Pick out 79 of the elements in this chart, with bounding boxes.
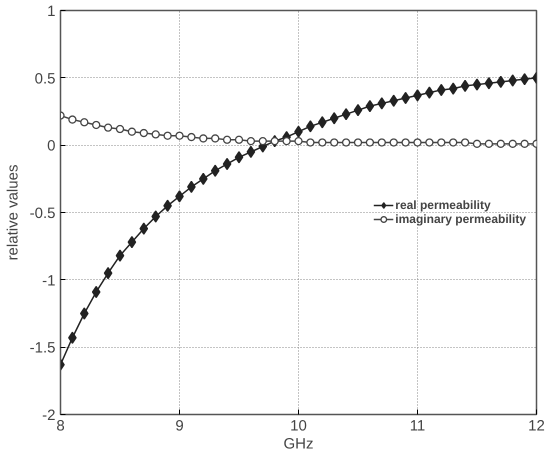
x-tick-label: 12 bbox=[528, 418, 545, 434]
point bbox=[234, 151, 244, 164]
point bbox=[520, 73, 529, 86]
x-tick-label: 8 bbox=[56, 418, 65, 434]
point bbox=[389, 94, 398, 107]
legend-label: imaginary permeability bbox=[395, 212, 526, 226]
point bbox=[496, 140, 505, 148]
point bbox=[449, 138, 458, 147]
point bbox=[436, 84, 446, 96]
point bbox=[211, 134, 220, 143]
point bbox=[128, 128, 136, 136]
point bbox=[330, 112, 339, 124]
y-axis-title: relative values bbox=[4, 164, 22, 260]
point bbox=[425, 138, 434, 147]
point bbox=[92, 286, 101, 298]
point bbox=[80, 118, 88, 126]
point bbox=[377, 97, 386, 110]
point bbox=[222, 136, 232, 144]
x-tick-label: 9 bbox=[175, 418, 184, 434]
point bbox=[199, 134, 208, 143]
point bbox=[378, 138, 386, 147]
point bbox=[68, 332, 77, 344]
x-tick-label: 10 bbox=[290, 418, 307, 434]
point bbox=[234, 136, 244, 144]
point bbox=[258, 136, 267, 146]
point bbox=[354, 138, 362, 147]
point bbox=[342, 138, 350, 147]
y-tick-label: -1.5 bbox=[30, 340, 56, 357]
point bbox=[318, 116, 327, 128]
point bbox=[175, 132, 184, 140]
point bbox=[246, 136, 256, 146]
point bbox=[163, 200, 172, 212]
point bbox=[306, 120, 315, 132]
point bbox=[508, 140, 517, 148]
point bbox=[437, 138, 446, 147]
point bbox=[92, 120, 100, 130]
point bbox=[294, 126, 303, 138]
point bbox=[460, 138, 470, 147]
point bbox=[116, 124, 124, 134]
point bbox=[330, 138, 338, 147]
point bbox=[104, 124, 112, 132]
point bbox=[366, 138, 374, 147]
point bbox=[198, 172, 208, 185]
x-axis-title: GHz bbox=[284, 436, 314, 452]
point bbox=[318, 138, 326, 147]
y-tick-label: 0.5 bbox=[34, 70, 56, 88]
point bbox=[413, 138, 422, 147]
point bbox=[139, 222, 148, 235]
point bbox=[80, 307, 89, 320]
point bbox=[401, 138, 410, 147]
point bbox=[282, 136, 291, 146]
point bbox=[484, 77, 494, 90]
point bbox=[140, 128, 148, 138]
x-tick-label: 11 bbox=[410, 418, 426, 434]
legend-label: real permeability bbox=[395, 198, 491, 212]
y-tick-label: 0 bbox=[47, 138, 56, 155]
point bbox=[68, 115, 77, 124]
point bbox=[390, 138, 398, 147]
point bbox=[306, 138, 315, 147]
y-tick-label: 1 bbox=[47, 3, 56, 20]
point bbox=[413, 89, 422, 102]
point bbox=[210, 164, 220, 177]
y-tick-label: -0.5 bbox=[30, 205, 56, 222]
point bbox=[294, 136, 303, 146]
point bbox=[152, 130, 160, 139]
point bbox=[472, 140, 482, 148]
point bbox=[496, 76, 506, 88]
y-tick-label: -2 bbox=[42, 407, 56, 424]
point bbox=[448, 82, 458, 95]
point bbox=[520, 140, 529, 148]
point bbox=[508, 74, 518, 87]
y-tick-label: -1 bbox=[42, 272, 56, 290]
point bbox=[354, 104, 362, 116]
point bbox=[342, 108, 350, 120]
point bbox=[484, 140, 494, 148]
point bbox=[175, 190, 184, 202]
point bbox=[163, 132, 172, 140]
point bbox=[151, 210, 160, 223]
point bbox=[187, 132, 196, 142]
